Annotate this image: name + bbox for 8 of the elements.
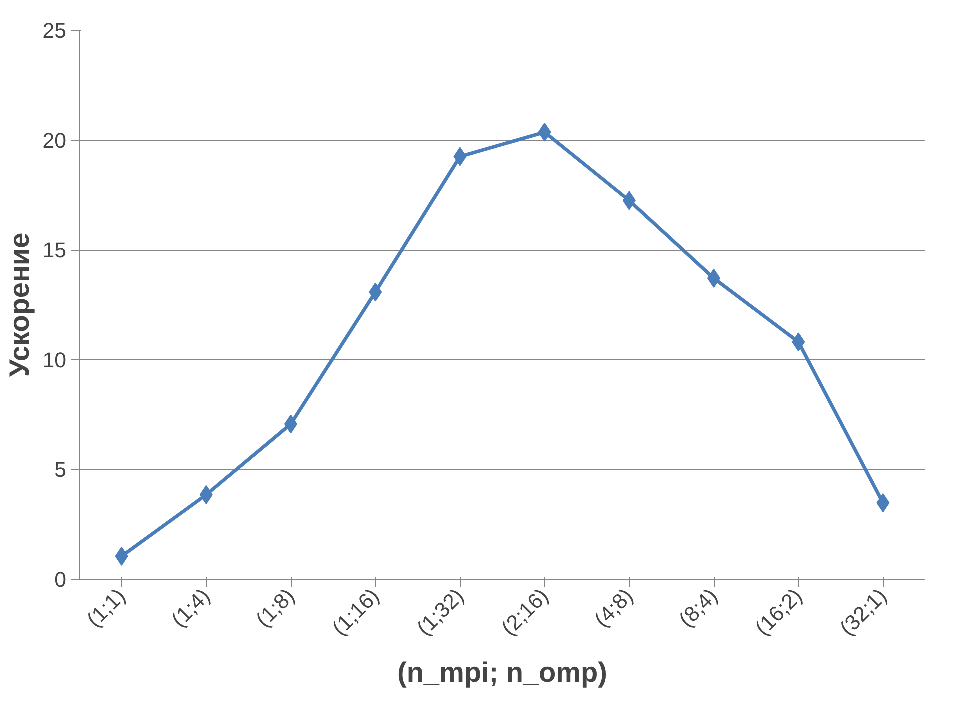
y-tick-label: 5 (54, 458, 67, 482)
y-tick-label: 25 (42, 19, 67, 43)
x-axis-title: (n_mpi; n_omp) (398, 656, 608, 688)
y-axis-title: Ускорение (4, 232, 35, 378)
y-tick-label: 20 (42, 128, 67, 153)
y-tick-label: 0 (54, 568, 67, 592)
y-tick-label: 15 (42, 238, 67, 263)
y-tick-label: 10 (42, 348, 67, 372)
